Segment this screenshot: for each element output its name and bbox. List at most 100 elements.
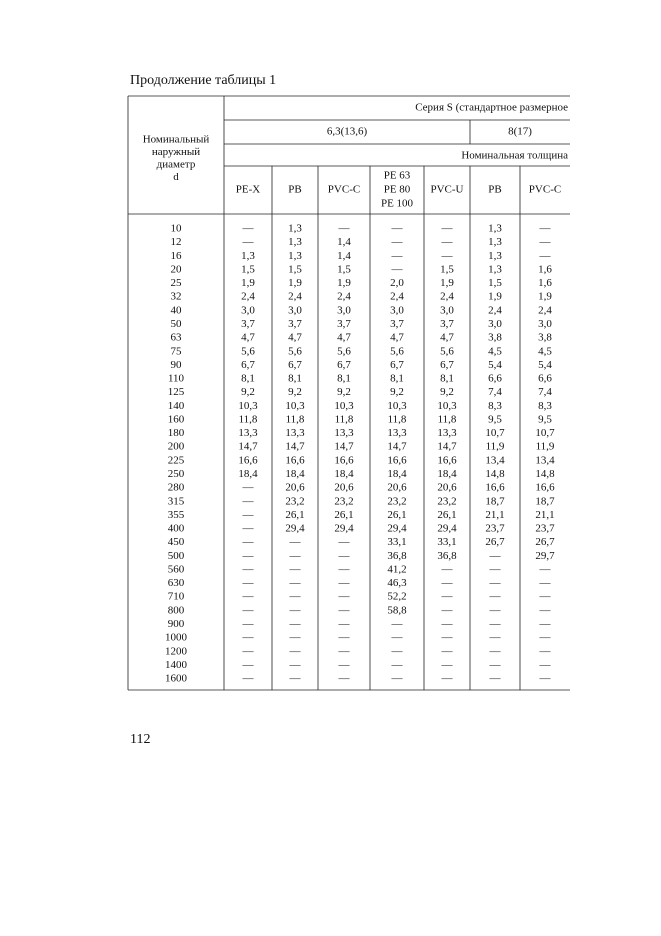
thickness-cell: — (441, 577, 454, 589)
thickness-cell: 2,0 (390, 277, 404, 289)
thickness-cell: 16,6 (285, 454, 305, 466)
diameter-cell: 32 (171, 291, 182, 303)
thickness-cell: — (338, 645, 351, 657)
diameter-cell: 90 (171, 359, 183, 371)
diameter-cell: 75 (171, 345, 183, 357)
thickness-cell: 36,8 (437, 550, 457, 562)
thickness-label: Номинальная толщина (461, 150, 568, 162)
diameter-cell: 225 (168, 454, 185, 466)
thickness-cell: — (338, 618, 351, 630)
thickness-cell: 8,3 (488, 400, 502, 412)
thickness-cell: 20,6 (387, 482, 407, 494)
thickness-cell: — (242, 236, 255, 248)
diameter-cell: 180 (168, 427, 185, 439)
thickness-cell: 13,4 (485, 454, 505, 466)
thickness-cell: — (489, 632, 502, 644)
diameter-cell: 50 (171, 318, 183, 330)
thickness-cell: 18,7 (535, 495, 555, 507)
thickness-cell: 1,3 (488, 236, 502, 248)
diameter-cell: 110 (168, 373, 185, 385)
thickness-cell: 1,3 (288, 236, 302, 248)
thickness-cell: 3,0 (241, 304, 255, 316)
thickness-cell: — (489, 591, 502, 603)
diameter-cell: 1000 (165, 632, 188, 644)
caption: Продолжение таблицы 1 (130, 73, 276, 88)
thickness-cell: — (391, 250, 404, 262)
thickness-cell: 6,7 (241, 359, 255, 371)
thickness-cell: 20,6 (437, 482, 457, 494)
thickness-cell: 11,8 (239, 413, 258, 425)
thickness-cell: 14,7 (387, 441, 407, 453)
thickness-cell: — (391, 645, 404, 657)
thickness-cell: — (289, 563, 302, 575)
diameter-cell: 125 (168, 386, 185, 398)
thickness-cell: 18,4 (238, 468, 258, 480)
thickness-cell: — (242, 618, 255, 630)
thickness-cell: 2,4 (488, 304, 502, 316)
thickness-cell: — (242, 482, 255, 494)
thickness-cell: 29,7 (535, 550, 555, 562)
thickness-cell: — (338, 673, 351, 685)
thickness-cell: 9,5 (538, 413, 552, 425)
thickness-cell: — (489, 618, 502, 630)
thickness-cell: 1,5 (241, 263, 255, 275)
thickness-cell: 8,1 (337, 373, 351, 385)
thickness-cell: 26,1 (387, 509, 406, 521)
thickness-cell: — (242, 550, 255, 562)
diameter-cell: 560 (168, 563, 185, 575)
thickness-cell: 5,6 (337, 345, 351, 357)
thickness-cell: — (242, 495, 255, 507)
thickness-cell: 13,3 (238, 427, 258, 439)
diameter-cell: 710 (168, 591, 185, 603)
thickness-cell: 4,7 (288, 332, 302, 344)
thickness-cell: 1,5 (288, 263, 302, 275)
thickness-cell: 26,1 (285, 509, 304, 521)
diameter-cell: 400 (168, 523, 185, 535)
thickness-cell: — (338, 591, 351, 603)
thickness-cell: 33,1 (437, 536, 456, 548)
thickness-cell: — (338, 550, 351, 562)
thickness-cell: 23,2 (334, 495, 353, 507)
thickness-cell: 21,1 (535, 509, 554, 521)
thickness-cell: 9,2 (288, 386, 302, 398)
thickness-cell: 3,8 (538, 332, 552, 344)
thickness-cell: — (539, 250, 552, 262)
thickness-cell: 5,4 (488, 359, 502, 371)
thickness-cell: 5,6 (241, 345, 255, 357)
table-lines (127, 95, 570, 691)
thickness-cell: 9,2 (337, 386, 351, 398)
thickness-cell: 11,9 (486, 441, 505, 453)
thickness-cell: — (289, 550, 302, 562)
diameter-cell: 40 (171, 304, 183, 316)
thickness-cell: 4,5 (538, 345, 552, 357)
column-header: PB (488, 184, 501, 196)
thickness-cell: — (489, 550, 502, 562)
column-header: PE-X (236, 184, 261, 196)
thickness-cell: — (242, 563, 255, 575)
thickness-cell: 3,7 (241, 318, 255, 330)
diameter-cell: 500 (168, 550, 185, 562)
diameter-cell: 16 (171, 250, 183, 262)
thickness-cell: — (242, 509, 255, 521)
thickness-cell: 46,3 (387, 577, 407, 589)
thickness-cell: 1,9 (538, 291, 552, 303)
thickness-cell: 5,6 (440, 345, 454, 357)
thickness-cell: 16,6 (535, 482, 555, 494)
thickness-cell: — (489, 659, 502, 671)
thickness-cell: 10,3 (387, 400, 407, 412)
column-header: PE 80 (384, 184, 411, 196)
diameter-header: диаметр (157, 159, 196, 171)
thickness-cell: 4,7 (440, 332, 454, 344)
diameter-cell: 355 (168, 509, 185, 521)
column-header: PVC-C (529, 184, 561, 196)
thickness-cell: 1,3 (488, 223, 502, 235)
thickness-cell: — (391, 632, 404, 644)
column-header: PE 100 (381, 198, 414, 210)
thickness-cell: 6,7 (390, 359, 404, 371)
thickness-cell: — (242, 645, 255, 657)
thickness-cell: 29,4 (437, 523, 457, 535)
thickness-cell: — (489, 563, 502, 575)
series-group: 8(17) (508, 126, 532, 138)
thickness-cell: — (539, 223, 552, 235)
